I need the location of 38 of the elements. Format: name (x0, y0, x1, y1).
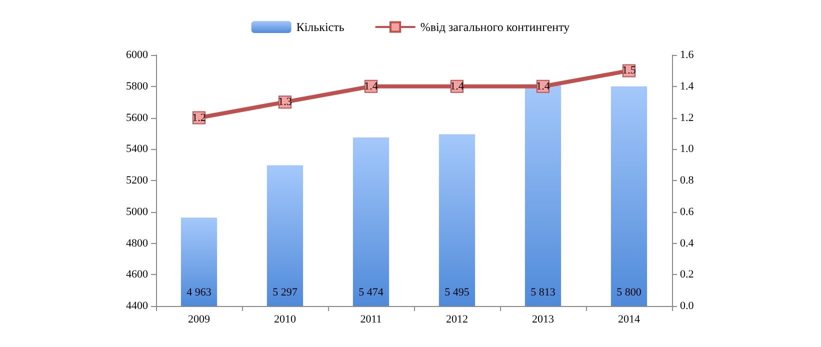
x-tick-label: 2009 (188, 314, 210, 326)
data-label: 5 495 (444, 286, 470, 298)
data-label: 1.4 (536, 80, 550, 92)
data-label: 1.3 (278, 96, 292, 108)
y-tick-label: 4400 (126, 300, 148, 312)
data-label: 5 474 (358, 286, 384, 298)
y-tick-label: 5200 (126, 174, 148, 186)
y2-tick-label: 0.4 (680, 237, 694, 250)
data-label: 1.2 (192, 112, 206, 124)
data-label: 5 800 (616, 286, 642, 298)
data-label: 5 297 (272, 286, 298, 298)
legend-label: Кількість (296, 20, 345, 34)
x-tick-label: 2014 (618, 314, 640, 326)
y2-tick-label: 0.8 (680, 174, 694, 186)
y-tick-label: 5400 (126, 143, 148, 156)
legend-label: %від загального контингенту (420, 20, 570, 34)
x-tick-label: 2013 (532, 314, 554, 326)
data-label: 1.4 (450, 80, 464, 92)
y-tick-label: 6000 (126, 49, 148, 61)
y2-tick-label: 0.2 (680, 268, 694, 281)
x-tick-label: 2012 (446, 314, 468, 326)
y-tick-label: 4800 (126, 237, 148, 250)
data-label: 1.4 (364, 80, 378, 92)
y-tick-label: 5000 (126, 206, 148, 218)
y2-tick-label: 0.0 (680, 300, 694, 312)
y-tick-label: 4600 (126, 268, 148, 281)
x-tick-label: 2010 (274, 314, 296, 326)
y2-tick-label: 1.4 (680, 80, 694, 92)
y2-tick-label: 0.6 (680, 206, 694, 218)
x-tick-label: 2011 (360, 314, 382, 326)
y-tick-label: 5800 (126, 80, 148, 92)
data-label: 5 813 (530, 286, 556, 298)
data-label: 4 963 (186, 286, 212, 298)
data-label: 1.5 (622, 64, 636, 77)
y2-tick-label: 1.0 (680, 143, 694, 156)
y-tick-label: 5600 (126, 112, 148, 124)
y2-tick-label: 1.6 (680, 49, 694, 61)
y2-tick-label: 1.2 (680, 112, 694, 124)
